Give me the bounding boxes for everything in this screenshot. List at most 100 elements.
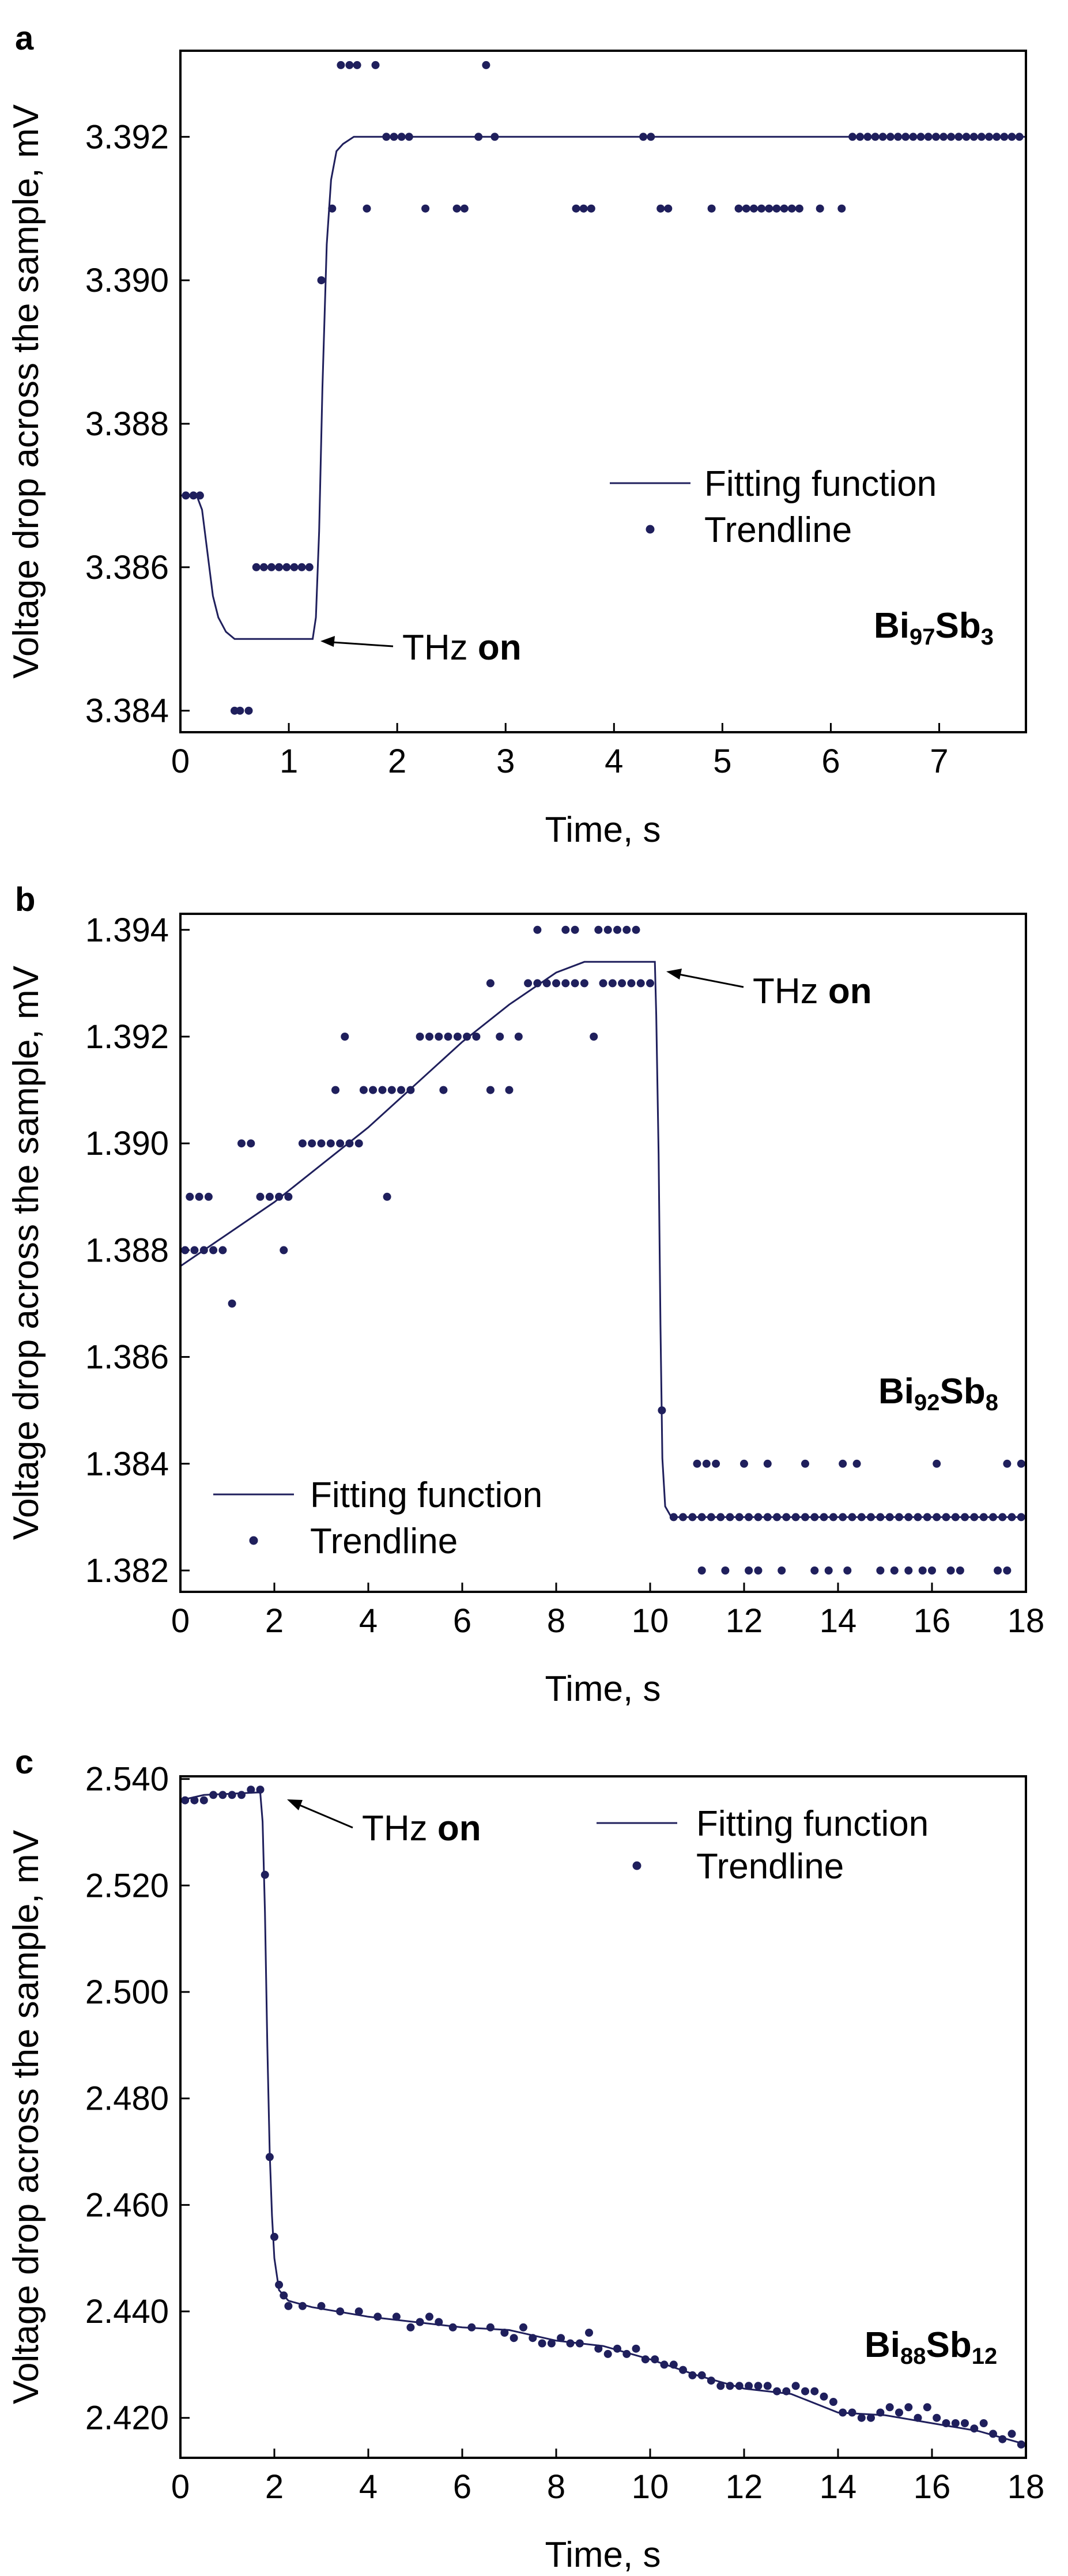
panel-b-data-point xyxy=(552,979,560,988)
panel-c-data-point xyxy=(603,2349,612,2358)
panel-b-sample-mid: Sb xyxy=(940,1372,986,1411)
panel-a-data-point xyxy=(482,61,490,69)
panel-c-data-point xyxy=(820,2392,828,2401)
panel-c-data-point xyxy=(284,2302,293,2310)
panel-a-xtick-label: 4 xyxy=(605,743,623,780)
panel-a-data-point xyxy=(460,204,469,213)
panel-c-data-point xyxy=(336,2307,345,2316)
panel-b-data-point xyxy=(928,1566,936,1575)
panel-b-data-point xyxy=(622,925,631,934)
panel-b-data-point xyxy=(763,1459,772,1468)
panel-b-data-point xyxy=(397,1086,405,1094)
panel-b-data-point xyxy=(463,1033,471,1041)
panel-c-xtick-label: 4 xyxy=(359,2468,378,2506)
panel-c-xtick-label: 2 xyxy=(265,2468,284,2506)
panel-b-data-point xyxy=(782,1513,791,1522)
panel-c-data-point xyxy=(594,2344,603,2353)
panel-c-ytick-label: 2.420 xyxy=(85,2400,169,2437)
panel-b-xlabel: Time, s xyxy=(545,1669,661,1709)
panel-a-data-point xyxy=(371,61,380,69)
panel-c-ytick-label: 2.480 xyxy=(85,2080,169,2118)
panel-b-data-point xyxy=(632,925,640,934)
panel-a-xtick-label: 0 xyxy=(171,743,190,780)
panel-b-data-point xyxy=(876,1566,885,1575)
panel-a-xtick-label: 6 xyxy=(821,743,840,780)
panel-b-data-point xyxy=(848,1513,856,1522)
panel-a-sample-sub2: 3 xyxy=(981,624,994,650)
panel-b-data-point xyxy=(453,1033,462,1041)
panel-b-data-point xyxy=(918,1566,927,1575)
panel-b-data-point xyxy=(970,1513,979,1522)
panel-c-data-point xyxy=(275,2280,284,2289)
panel-c-data-point xyxy=(622,2349,631,2358)
panel-b-data-point xyxy=(979,1513,988,1522)
panel-c-data-point xyxy=(510,2334,518,2342)
panel-b-data-point xyxy=(561,925,570,934)
panel-b-data-point xyxy=(994,1566,1002,1575)
panel-b-data-point xyxy=(369,1086,378,1094)
panel-c-sample-sub1: 88 xyxy=(900,2344,926,2369)
panel-c-data-point xyxy=(265,2153,274,2161)
panel-b-data-point xyxy=(679,1513,687,1522)
panel-c-data-point xyxy=(848,2408,856,2417)
panel-c-data-point xyxy=(660,2360,669,2369)
panel-c-data-point xyxy=(829,2398,837,2406)
panel-a-data-point xyxy=(909,133,918,141)
panel-b-data-point xyxy=(247,1139,255,1148)
panel-b-data-point xyxy=(636,979,645,988)
panel-b-data-point xyxy=(486,979,495,988)
panel-b-xtick-label: 18 xyxy=(1007,1602,1045,1640)
panel-c-data-point xyxy=(247,1786,255,1794)
panel-c-data-point xyxy=(237,1791,246,1799)
panel-c-data-point xyxy=(951,2419,960,2427)
panel-c-data-point xyxy=(773,2387,781,2396)
panel-c-data-point xyxy=(261,1870,269,1879)
panel-a-data-point xyxy=(947,133,956,141)
panel-a-data-point xyxy=(772,204,781,213)
panel-a-xtick-label: 2 xyxy=(388,743,406,780)
panel-a-data-point xyxy=(901,133,910,141)
panel-c-xtick-label: 16 xyxy=(914,2468,951,2506)
panel-b-sample-label: Bi92Sb8 xyxy=(878,1372,998,1415)
panel-b-data-point xyxy=(186,1192,194,1201)
panel-b-data-point xyxy=(387,1086,396,1094)
panel-a-data-point xyxy=(1007,133,1016,141)
panel-b-ytick-label: 1.386 xyxy=(85,1339,169,1376)
panel-b-data-point xyxy=(416,1033,424,1041)
panel-b-data-point xyxy=(778,1566,786,1575)
panel-c-data-point xyxy=(529,2334,537,2342)
panel-b-data-point xyxy=(810,1566,819,1575)
panel-b-data-point xyxy=(336,1139,345,1148)
panel-c-data-point xyxy=(575,2339,584,2348)
panel-b-sample-base: Bi xyxy=(878,1372,914,1411)
panel-a-frame xyxy=(179,50,1027,733)
panel-b-data-point xyxy=(571,979,579,988)
panel-b-data-point xyxy=(867,1513,875,1522)
panel-a-data-point xyxy=(863,133,872,141)
panel-b-fit-line xyxy=(180,961,1026,1518)
panel-a-data-point xyxy=(189,491,198,500)
panel-c-data-point xyxy=(298,2302,307,2310)
panel-c-data-point xyxy=(190,1796,199,1805)
panel-a-data-point xyxy=(924,133,933,141)
panel-b-data-point xyxy=(275,1192,284,1201)
panel-c-data-point xyxy=(839,2408,847,2417)
panel-a-data-point xyxy=(639,133,648,141)
panel-b-data-point xyxy=(590,1033,598,1041)
panel-b-data-point xyxy=(181,1246,190,1255)
panel-b-data-point xyxy=(735,1513,744,1522)
panel-a-legend-points: Trendline xyxy=(704,510,852,550)
panel-b-data-point xyxy=(852,1459,861,1468)
panel-c-legend-fit: Fitting function xyxy=(696,1804,929,1844)
panel-c-annotation-arrow xyxy=(291,1801,353,1829)
panel-c-data-point xyxy=(435,2318,443,2326)
panel-b-sample-sub1: 92 xyxy=(914,1390,940,1415)
panel-c-data-point xyxy=(467,2323,476,2332)
panel-a-data-point xyxy=(749,204,758,213)
panel-b-data-point xyxy=(435,1033,443,1041)
panel-c-data-point xyxy=(745,2382,753,2390)
panel-b-data-point xyxy=(716,1513,725,1522)
panel-a-data-point xyxy=(405,133,413,141)
panel-b-data-point xyxy=(472,1033,481,1041)
panel-a-data-point xyxy=(397,133,406,141)
